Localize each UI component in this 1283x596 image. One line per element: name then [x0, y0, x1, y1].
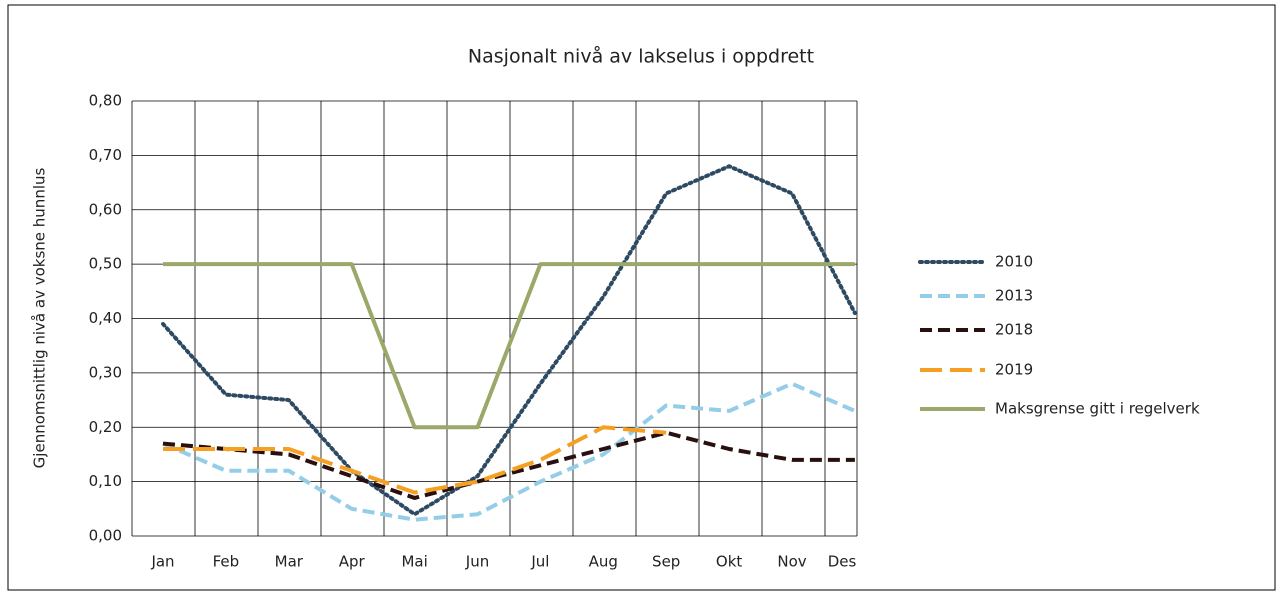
legend-label: 2013	[995, 287, 1033, 305]
y-tick-label: 0,10	[89, 472, 122, 490]
chart-border	[7, 4, 1276, 591]
series-line	[162, 430, 855, 500]
y-tick-label: 0,70	[89, 146, 122, 164]
x-tick-label: Jun	[465, 553, 489, 571]
y-tick-label: 0,40	[89, 309, 122, 327]
legend-label: 2019	[995, 361, 1033, 379]
legend-label: 2010	[995, 253, 1033, 271]
y-tick-label: 0,20	[89, 418, 122, 436]
series-line	[163, 425, 667, 495]
y-tick-label: 0,00	[89, 527, 122, 545]
y-tick-label: 0,60	[89, 200, 122, 218]
x-tick-label: Jul	[530, 553, 549, 571]
y-axis-label: Gjennomsnittlig nivå av voksne hunnlus	[31, 168, 49, 469]
y-tick-label: 0,30	[89, 363, 122, 381]
x-tick-label: Mar	[275, 553, 304, 571]
legend-label: Maksgrense gitt i regelverk	[995, 400, 1200, 418]
x-tick-label: Sep	[652, 553, 680, 571]
x-tick-label: Aug	[589, 553, 618, 571]
chart-title: Nasjonalt nivå av lakselus i oppdrett	[468, 45, 814, 68]
x-tick-label: Feb	[213, 553, 240, 571]
series-line	[161, 164, 857, 517]
x-tick-label: Apr	[339, 553, 366, 571]
x-tick-label: Des	[828, 553, 857, 571]
x-tick-label: Okt	[716, 553, 742, 571]
x-tick-label: Jan	[150, 553, 174, 571]
y-tick-label: 0,50	[89, 255, 122, 273]
y-tick-label: 0,80	[89, 92, 122, 110]
x-tick-label: Nov	[777, 553, 806, 571]
series-line	[162, 381, 856, 522]
x-tick-label: Mai	[401, 553, 427, 571]
series-line	[163, 262, 855, 430]
legend-label: 2018	[995, 321, 1033, 339]
